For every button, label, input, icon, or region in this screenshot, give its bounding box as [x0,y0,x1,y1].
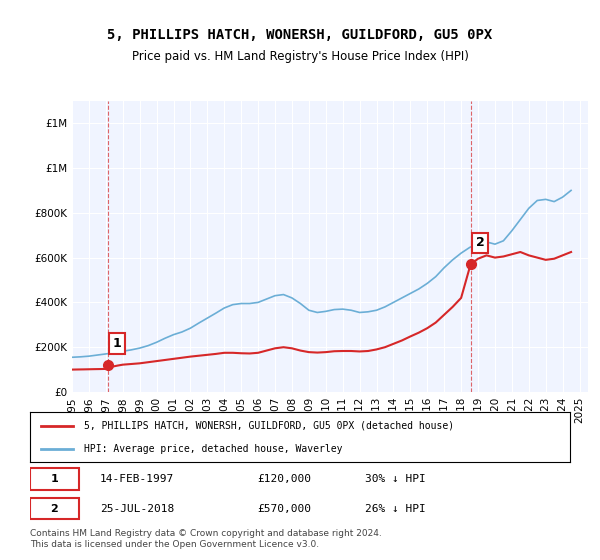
Text: 1: 1 [113,337,122,350]
Text: 30% ↓ HPI: 30% ↓ HPI [365,474,425,484]
Text: 1: 1 [50,474,58,484]
Text: 14-FEB-1997: 14-FEB-1997 [100,474,175,484]
FancyBboxPatch shape [30,468,79,490]
Text: Contains HM Land Registry data © Crown copyright and database right 2024.
This d: Contains HM Land Registry data © Crown c… [30,529,382,549]
FancyBboxPatch shape [30,498,79,520]
Text: 2: 2 [50,503,58,514]
Text: HPI: Average price, detached house, Waverley: HPI: Average price, detached house, Wave… [84,445,343,454]
Text: 5, PHILLIPS HATCH, WONERSH, GUILDFORD, GU5 0PX: 5, PHILLIPS HATCH, WONERSH, GUILDFORD, G… [107,28,493,42]
Text: 26% ↓ HPI: 26% ↓ HPI [365,503,425,514]
Text: £120,000: £120,000 [257,474,311,484]
Text: 25-JUL-2018: 25-JUL-2018 [100,503,175,514]
Text: £570,000: £570,000 [257,503,311,514]
Text: Price paid vs. HM Land Registry's House Price Index (HPI): Price paid vs. HM Land Registry's House … [131,50,469,63]
Text: 2: 2 [476,236,484,249]
Text: 5, PHILLIPS HATCH, WONERSH, GUILDFORD, GU5 0PX (detached house): 5, PHILLIPS HATCH, WONERSH, GUILDFORD, G… [84,421,454,431]
